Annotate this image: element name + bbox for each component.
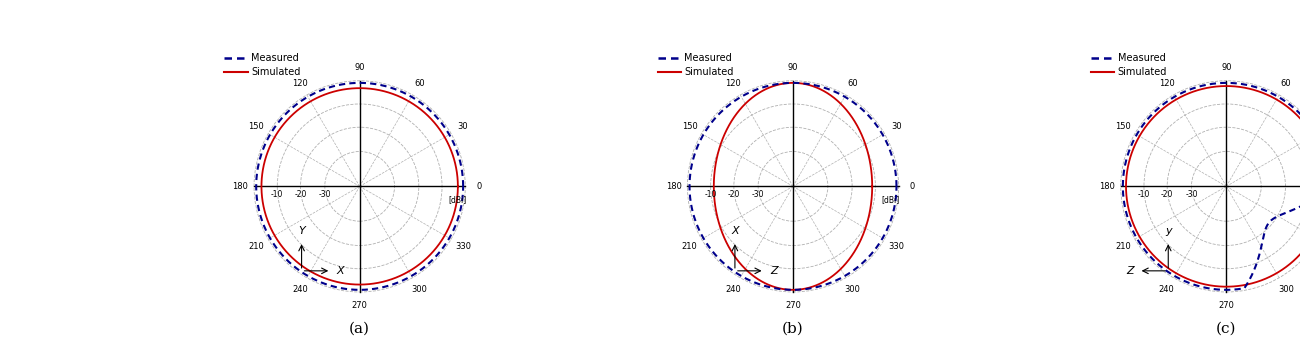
Text: (b): (b) bbox=[783, 322, 803, 335]
Text: Measured: Measured bbox=[1118, 53, 1165, 63]
Text: 300: 300 bbox=[411, 285, 428, 294]
Text: 180: 180 bbox=[233, 182, 248, 191]
Text: X: X bbox=[337, 266, 344, 276]
Text: 240: 240 bbox=[292, 285, 308, 294]
Text: 120: 120 bbox=[292, 79, 308, 87]
Text: (c): (c) bbox=[1216, 322, 1236, 335]
Text: -10: -10 bbox=[1138, 190, 1150, 198]
Text: Measured: Measured bbox=[684, 53, 732, 63]
Text: 240: 240 bbox=[725, 285, 741, 294]
Text: 240: 240 bbox=[1158, 285, 1174, 294]
Text: -30: -30 bbox=[1186, 190, 1197, 198]
Text: -30: -30 bbox=[751, 190, 764, 198]
Text: [dBi]: [dBi] bbox=[881, 195, 900, 204]
Text: 120: 120 bbox=[1158, 79, 1174, 87]
Text: 210: 210 bbox=[681, 242, 698, 251]
Text: 210: 210 bbox=[248, 242, 264, 251]
Text: X: X bbox=[731, 226, 738, 236]
Text: 150: 150 bbox=[248, 122, 264, 131]
Text: 270: 270 bbox=[1218, 301, 1234, 310]
Text: 300: 300 bbox=[1278, 285, 1294, 294]
Text: Z: Z bbox=[770, 266, 777, 276]
Text: -20: -20 bbox=[728, 190, 740, 198]
Text: 30: 30 bbox=[891, 122, 902, 131]
Text: 90: 90 bbox=[355, 63, 365, 72]
Text: Simulated: Simulated bbox=[251, 67, 300, 77]
Text: 270: 270 bbox=[785, 301, 801, 310]
Text: 90: 90 bbox=[1221, 63, 1231, 72]
Text: Measured: Measured bbox=[251, 53, 299, 63]
Text: 60: 60 bbox=[1280, 79, 1291, 87]
Text: 60: 60 bbox=[848, 79, 858, 87]
Text: 270: 270 bbox=[352, 301, 368, 310]
Text: 90: 90 bbox=[788, 63, 798, 72]
Text: 150: 150 bbox=[1115, 122, 1131, 131]
Text: Y: Y bbox=[298, 226, 305, 236]
Text: 180: 180 bbox=[1098, 182, 1115, 191]
Text: 330: 330 bbox=[455, 242, 471, 251]
Text: 60: 60 bbox=[413, 79, 425, 87]
Text: 0: 0 bbox=[476, 182, 481, 191]
Text: -20: -20 bbox=[294, 190, 307, 198]
Text: 210: 210 bbox=[1115, 242, 1131, 251]
Text: 330: 330 bbox=[888, 242, 905, 251]
Text: 0: 0 bbox=[910, 182, 915, 191]
Text: 120: 120 bbox=[725, 79, 741, 87]
Text: -10: -10 bbox=[705, 190, 716, 198]
Text: 150: 150 bbox=[681, 122, 698, 131]
Text: -20: -20 bbox=[1161, 190, 1174, 198]
Text: -30: -30 bbox=[318, 190, 332, 198]
Text: 180: 180 bbox=[666, 182, 681, 191]
Text: [dBi]: [dBi] bbox=[448, 195, 467, 204]
Text: Simulated: Simulated bbox=[1118, 67, 1167, 77]
Text: 300: 300 bbox=[845, 285, 861, 294]
Text: 30: 30 bbox=[458, 122, 468, 131]
Text: (a): (a) bbox=[350, 322, 370, 335]
Text: Z: Z bbox=[1126, 266, 1134, 276]
Text: -10: -10 bbox=[272, 190, 283, 198]
Text: y: y bbox=[1165, 226, 1171, 236]
Text: Simulated: Simulated bbox=[684, 67, 733, 77]
